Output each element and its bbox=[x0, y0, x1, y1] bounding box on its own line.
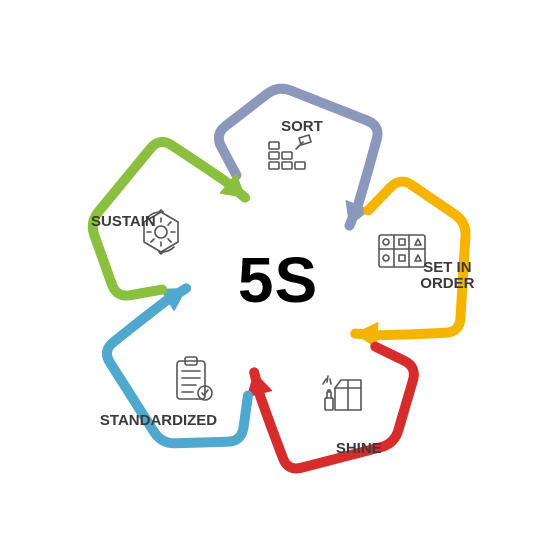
five-s-diagram: 5S SORT SET IN ORDER bbox=[0, 0, 556, 559]
label-standardized: STANDARDIZED bbox=[99, 413, 219, 430]
label-sort: SORT bbox=[242, 119, 362, 136]
label-set-in-order: SET IN ORDER bbox=[387, 260, 507, 293]
center-title: 5S bbox=[238, 243, 318, 317]
label-sustain: SUSTAIN bbox=[63, 214, 183, 231]
sort-icon bbox=[263, 132, 315, 178]
shine-icon bbox=[317, 366, 371, 416]
checklist-icon bbox=[169, 353, 217, 405]
label-shine: SHINE bbox=[299, 441, 419, 458]
